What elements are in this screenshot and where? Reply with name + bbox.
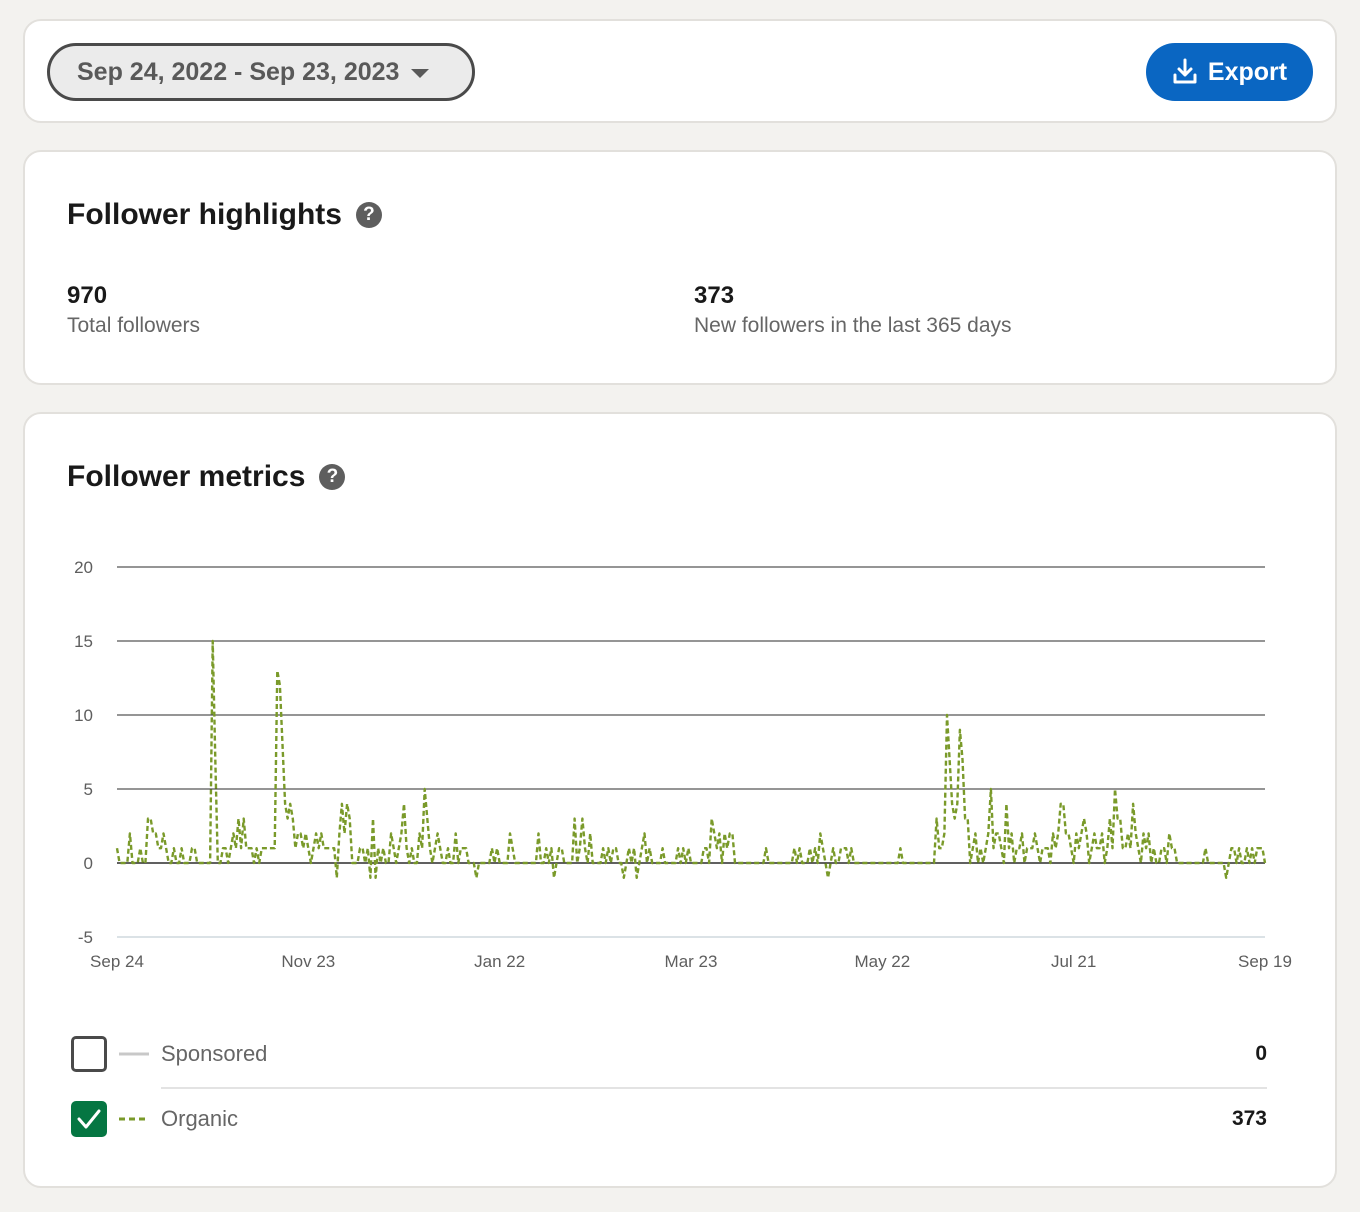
x-tick-label: May 22 (854, 952, 910, 971)
sponsored-value: 0 (1255, 1042, 1267, 1065)
legend-item-sponsored: Sponsored 0 (71, 1029, 1267, 1079)
highlights-title: Follower highlights (67, 198, 342, 231)
x-tick-label: Nov 23 (281, 952, 335, 971)
y-tick-label: 0 (84, 854, 93, 873)
chart-grid (117, 566, 1265, 938)
legend-item-organic: Organic 373 (71, 1094, 1267, 1144)
metrics-title: Follower metrics (67, 460, 306, 493)
help-icon[interactable]: ? (319, 464, 346, 490)
date-range-label: Sep 24, 2022 - Sep 23, 2023 (77, 57, 400, 86)
highlights-heading: Follower highlights ? (67, 198, 382, 232)
y-tick-label: -5 (78, 928, 93, 947)
follower-metrics-chart: 20 15 10 5 0 -5 Sep 24 Nov 23 Jan 22 Mar 23 May 2… (74, 558, 1292, 971)
new-followers-label: New followers in the last 365 days (694, 314, 1012, 337)
sponsored-line-swatch (119, 1052, 149, 1056)
total-followers-value: 970 (67, 282, 108, 309)
x-tick-label: Mar 23 (665, 952, 718, 971)
follower-highlights-card: Follower highlights ? 970 Total follower… (23, 150, 1337, 385)
toolbar-card: Sep 24, 2022 - Sep 23, 2023 Export (23, 19, 1337, 123)
new-followers-value: 373 (694, 282, 735, 309)
metrics-heading: Follower metrics ? (67, 460, 346, 494)
checkmark-icon (77, 1109, 101, 1129)
organic-line-swatch (119, 1117, 149, 1121)
y-axis: 20 15 10 5 0 -5 (74, 558, 93, 947)
help-icon[interactable]: ? (355, 202, 382, 228)
x-tick-label: Sep 19 (1238, 952, 1292, 971)
y-tick-label: 5 (84, 780, 93, 799)
y-tick-label: 10 (74, 706, 93, 725)
chart-series (115, 639, 1267, 879)
sponsored-checkbox[interactable] (71, 1036, 107, 1072)
date-range-dropdown[interactable]: Sep 24, 2022 - Sep 23, 2023 (47, 43, 475, 101)
sponsored-label: Sponsored (161, 1041, 268, 1066)
caret-down-icon (411, 68, 430, 78)
total-followers-stat: 970 Total followers (67, 282, 200, 338)
x-axis: Sep 24 Nov 23 Jan 22 Mar 23 May 22 Jul 21 Sep … (90, 952, 1292, 971)
total-followers-label: Total followers (67, 314, 201, 337)
legend-divider (161, 1087, 1267, 1089)
export-button[interactable]: Export (1146, 43, 1313, 101)
export-label: Export (1207, 57, 1288, 86)
organic-label: Organic (161, 1106, 239, 1131)
x-tick-label: Jan 22 (474, 952, 525, 971)
organic-checkbox[interactable] (71, 1101, 107, 1137)
organic-series-line (115, 639, 1267, 879)
x-tick-label: Sep 24 (90, 952, 144, 971)
new-followers-stat: 373 New followers in the last 365 days (694, 282, 1012, 338)
y-tick-label: 15 (74, 632, 93, 651)
organic-value: 373 (1231, 1107, 1267, 1130)
x-tick-label: Jul 21 (1051, 952, 1096, 971)
download-icon (1173, 58, 1197, 84)
follower-metrics-card: Follower metrics ? 20 15 10 5 0 -5 Sep 24 Nov … (23, 412, 1337, 1188)
y-tick-label: 20 (74, 558, 93, 577)
